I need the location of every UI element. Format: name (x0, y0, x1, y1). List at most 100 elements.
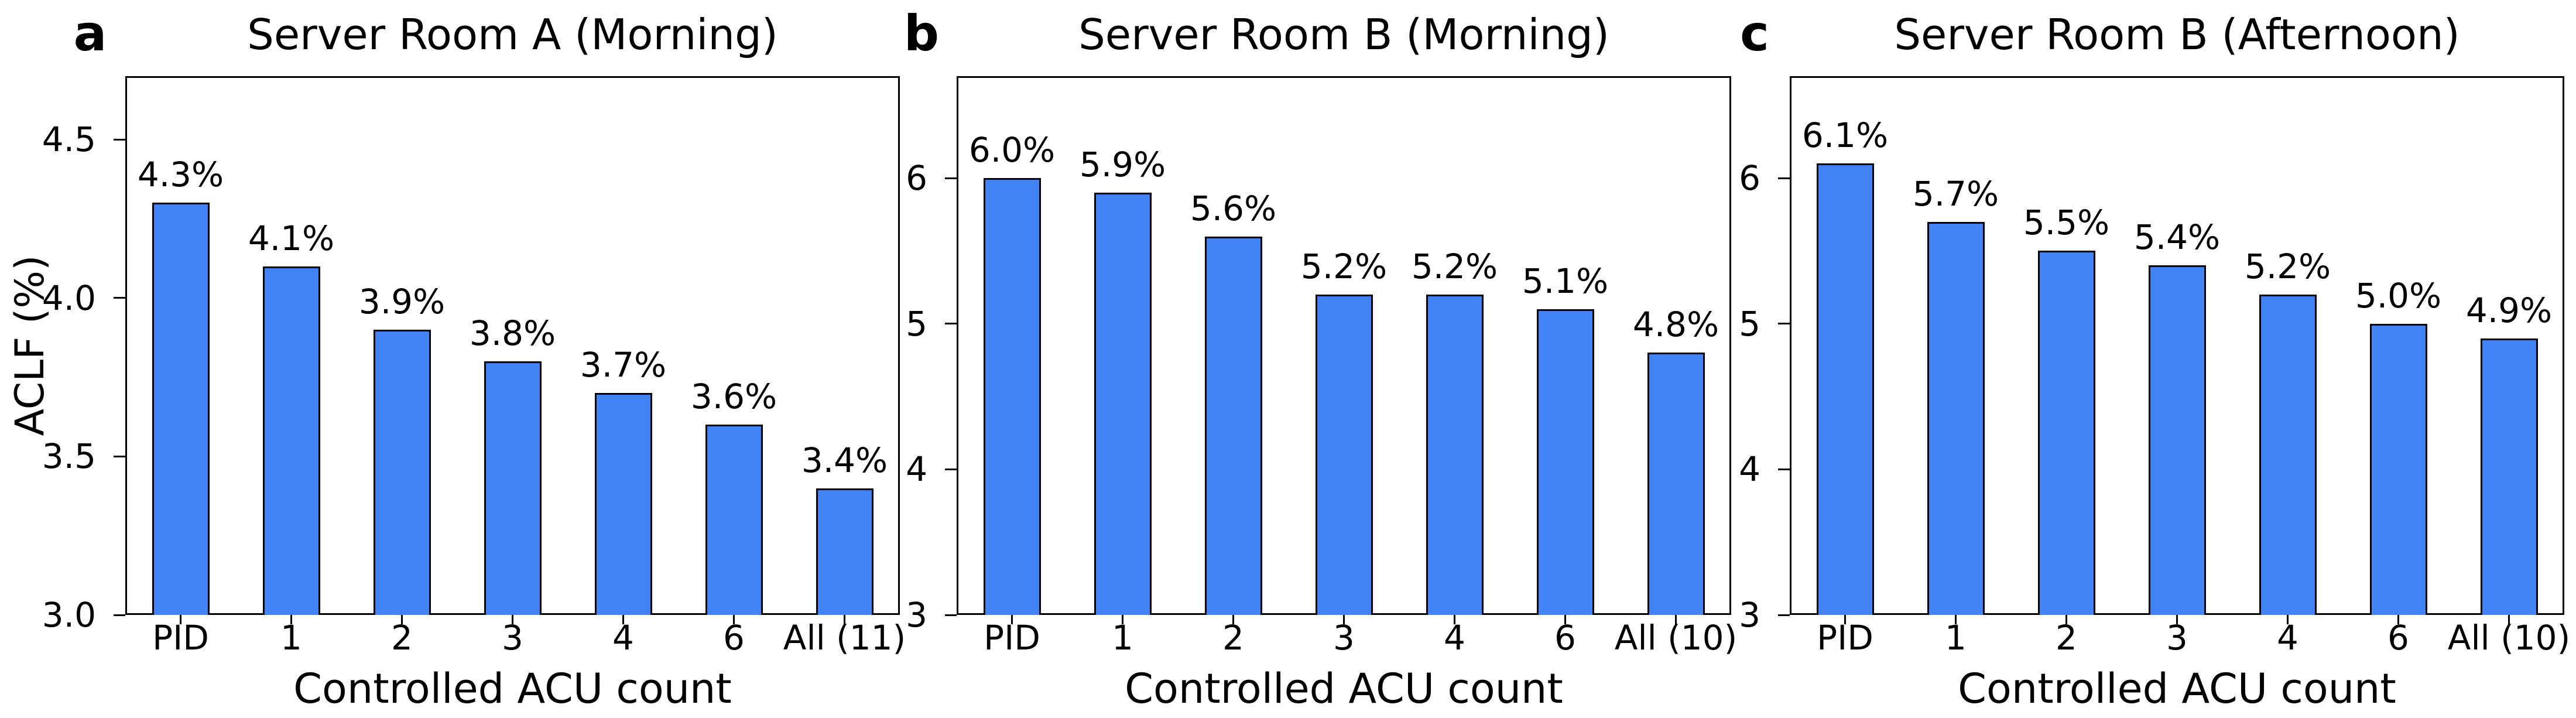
bar (816, 488, 873, 615)
bar-value-label: 4.8% (1632, 305, 1719, 345)
x-tick-mark (290, 615, 292, 624)
bar-value-label: 3.6% (690, 377, 777, 417)
x-tick-label: PID (984, 618, 1040, 658)
bar (595, 393, 652, 615)
bar (1426, 294, 1484, 615)
x-tick-label: 2 (1222, 618, 1244, 658)
x-tick-mark (1955, 615, 1957, 624)
bar-value-label: 5.7% (1912, 173, 1999, 214)
y-tick-label: 4 (906, 449, 927, 490)
x-tick-label: 2 (2056, 618, 2077, 658)
x-tick-mark (180, 615, 181, 624)
x-tick-mark (1343, 615, 1345, 624)
y-tick-label: 6 (906, 158, 927, 199)
x-tick-label: 4 (1444, 618, 1465, 658)
x-tick-label: PID (152, 618, 209, 658)
panel-letter: b (903, 5, 940, 62)
x-tick-label: All (11) (783, 618, 906, 658)
bar-value-label: 5.1% (1522, 261, 1609, 301)
bar (484, 361, 542, 615)
x-tick-label: 2 (391, 618, 413, 658)
y-tick-label: 4 (1739, 449, 1760, 490)
x-tick-label: 1 (280, 618, 302, 658)
x-tick-mark (1232, 615, 1234, 624)
x-tick-mark (1675, 615, 1677, 624)
bar-value-label: 4.9% (2465, 290, 2553, 330)
bar (152, 203, 210, 615)
x-tick-label: 6 (1554, 618, 1576, 658)
x-tick-mark (1844, 615, 1846, 624)
bar (2481, 338, 2538, 615)
y-tick-mark (945, 468, 957, 470)
y-tick-label: 5 (906, 303, 927, 344)
y-tick-label: 5 (1739, 303, 1760, 344)
x-tick-label: All (10) (2447, 618, 2571, 658)
y-tick-mark (1778, 177, 1790, 179)
bar (705, 425, 763, 615)
bar-value-label: 4.3% (137, 155, 224, 195)
y-tick-label: 4.0 (42, 278, 96, 318)
x-tick-label: 4 (2277, 618, 2298, 658)
bar-value-label: 6.1% (1801, 115, 1889, 156)
x-tick-label: 6 (2387, 618, 2409, 658)
x-tick-label: 1 (1945, 618, 1967, 658)
y-tick-mark (1778, 614, 1790, 616)
x-tick-label: All (10) (1614, 618, 1738, 658)
y-tick-mark (114, 614, 125, 616)
bar (1927, 221, 1985, 615)
x-tick-mark (733, 615, 735, 624)
x-tick-label: 4 (612, 618, 634, 658)
y-tick-mark (945, 177, 957, 179)
y-tick-mark (114, 297, 125, 299)
bar-value-label: 3.8% (469, 313, 556, 354)
bar-value-label: 3.9% (358, 281, 446, 322)
bar (1537, 309, 1594, 615)
x-tick-mark (1564, 615, 1566, 624)
bar (2259, 294, 2317, 615)
x-tick-mark (2287, 615, 2289, 624)
y-tick-label: 6 (1739, 158, 1760, 199)
y-tick-mark (114, 138, 125, 141)
x-tick-mark (401, 615, 403, 624)
y-tick-mark (945, 614, 957, 616)
y-tick-mark (1778, 468, 1790, 470)
bar-value-label: 4.1% (248, 218, 335, 258)
bar (2370, 323, 2427, 615)
bar (374, 329, 431, 615)
x-tick-label: 6 (723, 618, 745, 658)
bar-value-label: 3.4% (801, 440, 888, 480)
x-tick-mark (1122, 615, 1123, 624)
chart-title: Server Room B (Afternoon) (1894, 10, 2460, 59)
chart-title: Server Room A (Morning) (247, 10, 778, 59)
x-tick-mark (1011, 615, 1013, 624)
bar-value-label: 5.5% (2023, 203, 2110, 243)
y-tick-label: 3.0 (42, 595, 96, 635)
bar-value-label: 5.2% (1411, 246, 1498, 286)
bar-value-label: 5.2% (1300, 246, 1388, 286)
y-tick-label: 3 (906, 595, 927, 635)
x-tick-label: 3 (502, 618, 523, 658)
x-tick-mark (512, 615, 513, 624)
bar-value-label: 6.0% (968, 130, 1056, 170)
x-tick-mark (2397, 615, 2399, 624)
y-tick-mark (1778, 323, 1790, 325)
bar (2038, 251, 2095, 615)
bar (1316, 294, 1373, 615)
bar-value-label: 5.0% (2355, 275, 2442, 316)
bar (1205, 236, 1262, 615)
bar (1094, 192, 1152, 615)
y-tick-label: 4.5 (42, 119, 96, 160)
bar (984, 178, 1041, 615)
bar-value-label: 5.9% (1079, 144, 1166, 184)
x-tick-mark (2508, 615, 2510, 624)
y-tick-mark (945, 323, 957, 325)
x-tick-label: 3 (2166, 618, 2188, 658)
y-tick-label: 3.5 (42, 436, 96, 477)
bar (1647, 353, 1705, 615)
bar (2149, 265, 2206, 615)
bar-value-label: 5.4% (2133, 217, 2221, 258)
x-axis-label: Controlled ACU count (1125, 665, 1563, 713)
